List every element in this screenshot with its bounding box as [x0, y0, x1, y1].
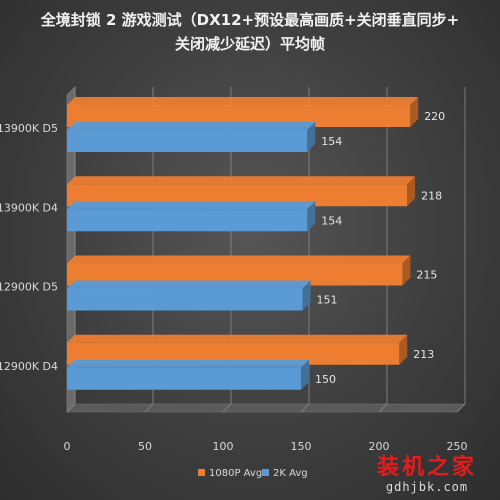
bar-end-face	[307, 122, 316, 152]
bar-top-face	[67, 280, 311, 289]
chart-bars	[67, 97, 419, 390]
bar-end-face	[410, 97, 419, 127]
gridline-depth	[66, 403, 76, 413]
gridline-depth	[378, 403, 388, 413]
legend-label: 1080P Avg	[209, 468, 262, 479]
watermark-logo: 装机之家 gdhjbk.com	[372, 454, 482, 494]
bar	[67, 184, 408, 207]
x-tick-label: 100	[213, 440, 234, 453]
watermark-text: 装机之家	[376, 454, 477, 480]
gridline-depth	[144, 403, 154, 413]
bar-end-face	[301, 359, 309, 390]
data-label: 213	[413, 348, 434, 361]
watermark-url: gdhjbk.com	[385, 480, 469, 494]
x-tick-label: 50	[138, 440, 152, 453]
bar-end-face	[307, 201, 316, 232]
x-tick-label: 200	[369, 440, 390, 453]
chart-title-line-1: 全境封锁 2 游戏测试（DX12+预设最高画质+关闭垂直同步+	[40, 11, 460, 29]
x-tick-label: 0	[64, 440, 71, 453]
gridline-depth	[222, 403, 232, 413]
chart-legend: 1080P Avg 2K Avg	[198, 468, 308, 479]
bar-top-face	[67, 201, 316, 210]
data-label: 215	[416, 269, 437, 282]
data-label: 150	[315, 373, 336, 386]
bar-top-face	[67, 359, 309, 368]
data-label: 218	[421, 189, 442, 202]
bar-end-face	[399, 334, 408, 365]
category-label: 13900K D5	[0, 122, 58, 135]
legend-swatch	[262, 469, 269, 476]
chart-title: 全境封锁 2 游戏测试（DX12+预设最高画质+关闭垂直同步+ 关闭减少延迟）平…	[20, 8, 480, 56]
bar-top-face	[67, 176, 416, 185]
data-label: 151	[317, 294, 338, 307]
bar	[67, 130, 308, 152]
data-label: 154	[321, 214, 342, 227]
bar-top-face	[67, 255, 411, 264]
bar	[67, 288, 303, 311]
category-label: 12900K D4	[0, 360, 58, 373]
bar	[67, 342, 400, 365]
bar-end-face	[402, 255, 411, 286]
bar	[67, 367, 301, 390]
gridline-depth	[456, 403, 466, 413]
chart-title-line-2: 关闭减少延迟）平均帧	[174, 35, 325, 53]
category-label: 12900K D5	[0, 281, 58, 294]
legend-swatch	[198, 469, 205, 476]
bar-end-face	[407, 176, 416, 207]
bar-top-face	[67, 334, 408, 343]
data-label: 154	[321, 135, 342, 148]
gridline-depth	[300, 403, 310, 413]
legend-label: 2K Avg	[273, 468, 308, 479]
bar-end-face	[302, 280, 311, 311]
bar	[67, 105, 411, 127]
category-label: 13900K D4	[0, 201, 58, 214]
x-tick-label: 150	[291, 440, 312, 453]
chart-floor-plane	[66, 403, 466, 413]
chart-labels: 0 50 100 150 200 250 13900K D5 220 154 13900K D4 2…	[0, 110, 468, 453]
bar-top-face	[67, 97, 419, 105]
data-label: 220	[424, 110, 445, 123]
bar	[67, 263, 403, 286]
bar-top-face	[67, 122, 316, 130]
x-tick-label: 250	[447, 440, 468, 453]
bar	[67, 209, 308, 232]
